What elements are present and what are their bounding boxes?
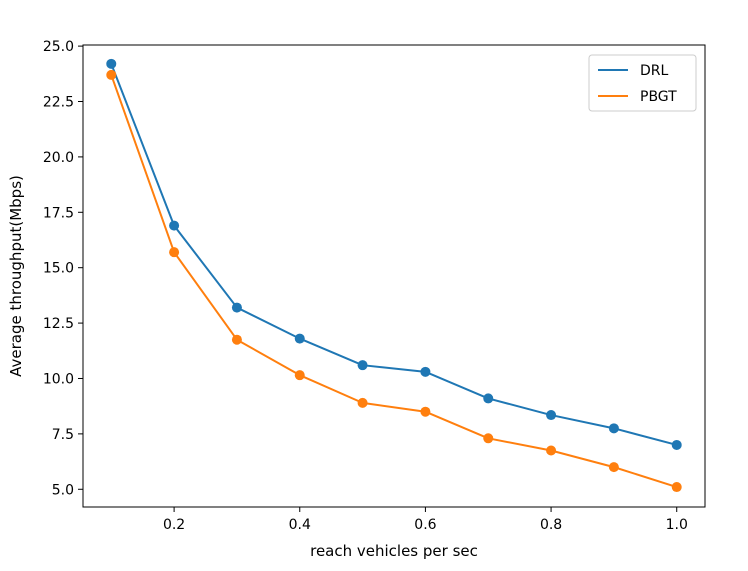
data-point-drl xyxy=(106,58,117,69)
y-tick-label: 22.5 xyxy=(43,95,74,111)
plot-area xyxy=(82,44,706,508)
legend-label: DRL xyxy=(640,63,669,79)
y-tick-label: 17.5 xyxy=(43,205,74,221)
y-tick-label: 12.5 xyxy=(43,316,74,332)
x-axis-label: reach vehicles per sec xyxy=(310,542,478,560)
x-tick-label: 1.0 xyxy=(666,517,688,533)
data-point-drl xyxy=(671,439,682,450)
x-tick-label: 0.2 xyxy=(163,517,185,533)
data-point-pbgt xyxy=(169,247,180,258)
y-tick-label: 7.5 xyxy=(52,427,74,443)
data-point-pbgt xyxy=(608,462,619,473)
y-axis: 5.0 7.5 10.0 12.5 15.0 17.5 20.0 22.5 25.0 xyxy=(43,39,83,498)
x-axis: 0.2 0.4 0.6 0.8 1.0 xyxy=(163,507,688,533)
data-point-drl xyxy=(294,333,305,344)
y-tick-label: 10.0 xyxy=(43,371,74,387)
data-point-drl xyxy=(169,220,180,231)
series-line-drl xyxy=(110,63,677,446)
data-point-drl xyxy=(420,366,431,377)
data-point-pbgt xyxy=(483,433,494,444)
data-point-drl xyxy=(357,360,368,371)
y-tick-label: 5.0 xyxy=(52,482,74,498)
y-axis-label: Average throughput(Mbps) xyxy=(7,175,25,377)
legend: DRL PBGT xyxy=(588,54,697,112)
x-tick-label: 0.4 xyxy=(289,517,311,533)
x-tick-label: 0.6 xyxy=(414,517,436,533)
x-tick-label: 0.8 xyxy=(540,517,562,533)
data-point-pbgt xyxy=(231,334,242,345)
data-point-pbgt xyxy=(671,482,682,493)
series-line-pbgt xyxy=(110,74,678,489)
data-point-drl xyxy=(608,423,619,434)
y-tick-label: 25.0 xyxy=(43,39,74,55)
data-point-drl xyxy=(231,302,242,313)
data-point-drl xyxy=(483,393,494,404)
data-point-pbgt xyxy=(546,445,557,456)
data-point-pbgt xyxy=(420,406,431,417)
y-tick-label: 20.0 xyxy=(43,150,74,166)
legend-label: PBGT xyxy=(640,89,677,105)
series-group xyxy=(106,58,682,493)
data-point-pbgt xyxy=(357,397,368,408)
y-tick-label: 15.0 xyxy=(43,261,74,277)
data-point-pbgt xyxy=(294,370,305,381)
data-point-drl xyxy=(546,410,557,421)
data-point-pbgt xyxy=(106,69,117,80)
